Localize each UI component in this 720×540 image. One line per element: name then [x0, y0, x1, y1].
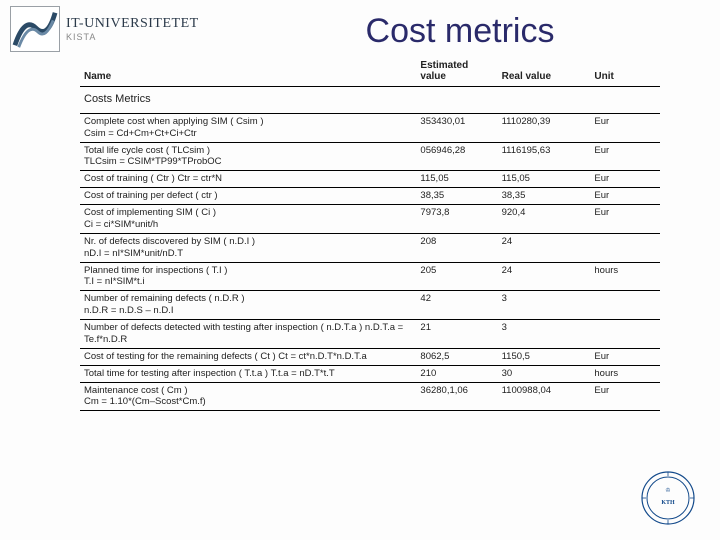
- cell-est: 7973,8: [416, 205, 497, 234]
- cell-unit: Eur: [590, 188, 660, 205]
- cell-unit: [590, 320, 660, 349]
- cell-name: Number of remaining defects ( n.D.R ) n.…: [80, 291, 416, 320]
- cell-unit: Eur: [590, 348, 660, 365]
- header: IT-UNIVERSITETET KISTA Cost metrics: [0, 0, 720, 52]
- cell-est: 21: [416, 320, 497, 349]
- col-est-header: Estimated value: [416, 56, 497, 87]
- cell-unit: [590, 233, 660, 262]
- table-row: Number of defects detected with testing …: [80, 320, 660, 349]
- cell-est: 42: [416, 291, 497, 320]
- cell-real: 1110280,39: [498, 113, 591, 142]
- page-title: Cost metrics: [210, 6, 710, 51]
- cell-real: 3: [498, 291, 591, 320]
- cell-real: 1100988,04: [498, 382, 591, 411]
- cell-name: Cost of testing for the remaining defect…: [80, 348, 416, 365]
- table-row: Cost of training per defect ( ctr )38,35…: [80, 188, 660, 205]
- table-row: Planned time for inspections ( T.I ) T.I…: [80, 262, 660, 291]
- swirl-icon: [10, 6, 60, 52]
- col-unit-header: Unit: [590, 56, 660, 87]
- table-row: Nr. of defects discovered by SIM ( n.D.I…: [80, 233, 660, 262]
- cell-name: Complete cost when applying SIM ( Csim )…: [80, 113, 416, 142]
- table-row: Total time for testing after inspection …: [80, 365, 660, 382]
- cell-name: Cost of implementing SIM ( Ci ) Ci = ci*…: [80, 205, 416, 234]
- cell-real: 24: [498, 233, 591, 262]
- col-real-header: Real value: [498, 56, 591, 87]
- cell-real: 1116195,63: [498, 142, 591, 171]
- cell-unit: Eur: [590, 205, 660, 234]
- col-name-header: Name: [80, 56, 416, 87]
- section-label: Costs Metrics: [80, 87, 660, 114]
- table-header-row: Name Estimated value Real value Unit: [80, 56, 660, 87]
- section-row: Costs Metrics: [80, 87, 660, 114]
- table-row: Cost of training ( Ctr ) Ctr = ctr*N115,…: [80, 171, 660, 188]
- table-row: Complete cost when applying SIM ( Csim )…: [80, 113, 660, 142]
- table-row: Total life cycle cost ( TLCsim ) TLCsim …: [80, 142, 660, 171]
- svg-text:♔: ♔: [665, 487, 670, 494]
- cell-est: 36280,1,06: [416, 382, 497, 411]
- cell-name: Planned time for inspections ( T.I ) T.I…: [80, 262, 416, 291]
- cell-name: Total life cycle cost ( TLCsim ) TLCsim …: [80, 142, 416, 171]
- brand-logo: IT-UNIVERSITETET KISTA: [10, 6, 210, 52]
- cell-unit: Eur: [590, 382, 660, 411]
- cell-est: 115,05: [416, 171, 497, 188]
- cell-est: 353430,01: [416, 113, 497, 142]
- cell-est: 8062,5: [416, 348, 497, 365]
- brand-name: IT-UNIVERSITETET: [66, 17, 199, 31]
- cell-name: Maintenance cost ( Cm ) Cm = 1.10*(Cm–Sc…: [80, 382, 416, 411]
- cell-name: Nr. of defects discovered by SIM ( n.D.I…: [80, 233, 416, 262]
- table-row: Cost of testing for the remaining defect…: [80, 348, 660, 365]
- cell-est: 208: [416, 233, 497, 262]
- cell-real: 1150,5: [498, 348, 591, 365]
- svg-text:KTH: KTH: [661, 500, 675, 506]
- cell-real: 3: [498, 320, 591, 349]
- cell-real: 115,05: [498, 171, 591, 188]
- cell-est: 210: [416, 365, 497, 382]
- cell-name: Total time for testing after inspection …: [80, 365, 416, 382]
- brand-sub: KISTA: [66, 33, 199, 42]
- table-row: Number of remaining defects ( n.D.R ) n.…: [80, 291, 660, 320]
- cell-est: 056946,28: [416, 142, 497, 171]
- cell-name: Number of defects detected with testing …: [80, 320, 416, 349]
- cell-unit: Eur: [590, 171, 660, 188]
- table-row: Maintenance cost ( Cm ) Cm = 1.10*(Cm–Sc…: [80, 382, 660, 411]
- cell-unit: [590, 291, 660, 320]
- cell-real: 30: [498, 365, 591, 382]
- cell-name: Cost of training per defect ( ctr ): [80, 188, 416, 205]
- cell-real: 920,4: [498, 205, 591, 234]
- table-row: Cost of implementing SIM ( Ci ) Ci = ci*…: [80, 205, 660, 234]
- cell-est: 205: [416, 262, 497, 291]
- cell-unit: Eur: [590, 113, 660, 142]
- cell-unit: hours: [590, 262, 660, 291]
- cell-unit: hours: [590, 365, 660, 382]
- cell-unit: Eur: [590, 142, 660, 171]
- kth-logo-icon: ♔ KTH: [640, 470, 696, 526]
- cell-name: Cost of training ( Ctr ) Ctr = ctr*N: [80, 171, 416, 188]
- cell-real: 24: [498, 262, 591, 291]
- cell-est: 38,35: [416, 188, 497, 205]
- cost-metrics-table: Name Estimated value Real value Unit Cos…: [80, 56, 660, 411]
- cell-real: 38,35: [498, 188, 591, 205]
